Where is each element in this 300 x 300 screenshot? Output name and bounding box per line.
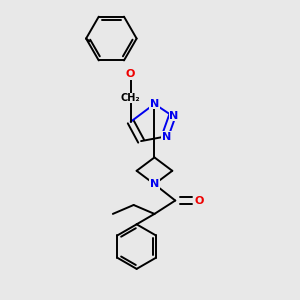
- Text: N: N: [162, 132, 171, 142]
- Text: N: N: [150, 99, 159, 109]
- Text: N: N: [150, 179, 159, 189]
- Text: CH₂: CH₂: [121, 93, 140, 103]
- Text: N: N: [169, 111, 178, 121]
- Text: O: O: [126, 69, 135, 79]
- Text: O: O: [195, 196, 204, 206]
